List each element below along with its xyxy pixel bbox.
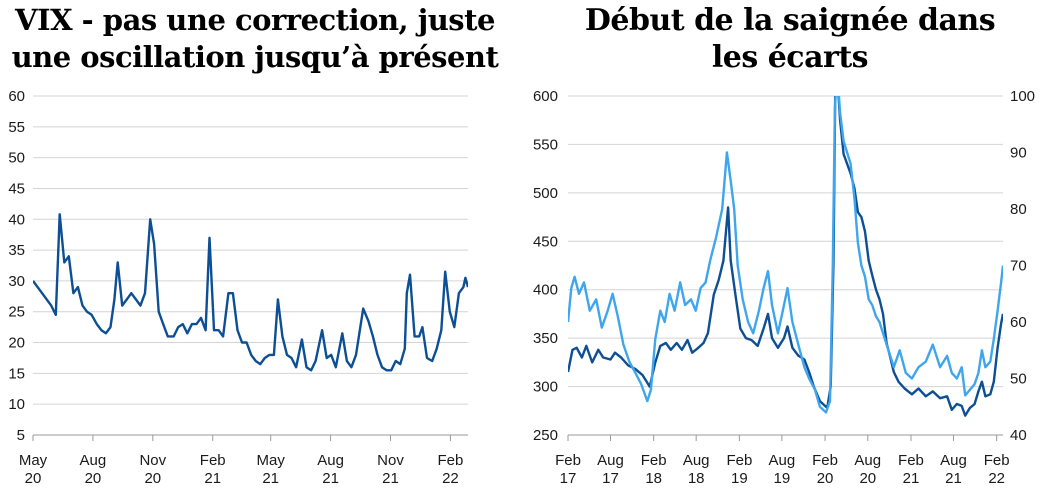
vix-x-tick-label-year: 21 bbox=[382, 470, 399, 487]
spreads-x-tick-label-year: 19 bbox=[731, 470, 748, 487]
vix-x-tick-label-month: Feb bbox=[200, 452, 226, 469]
spreads-y2-tick-label: 80 bbox=[1010, 201, 1027, 218]
vix-x-tick-label-year: 22 bbox=[442, 470, 459, 487]
vix-y-tick-label: 45 bbox=[8, 180, 25, 197]
spreads-x-tick-label-month: Feb bbox=[812, 452, 838, 469]
vix-x-tick-label-month: Nov bbox=[377, 452, 404, 469]
vix-y-tick-label: 25 bbox=[8, 304, 25, 321]
spreads-x-tick-label-month: Feb bbox=[555, 452, 581, 469]
vix-x-tick-label-month: May bbox=[257, 452, 286, 469]
spreads-x-tick-label-month: Aug bbox=[597, 452, 624, 469]
vix-y-tick-label: 55 bbox=[8, 119, 25, 136]
spreads-x-tick-label-month: Feb bbox=[984, 452, 1010, 469]
spreads-y-tick-label: 300 bbox=[533, 379, 558, 396]
spreads-y2-tick-label: 60 bbox=[1010, 314, 1027, 331]
vix-y-tick-label: 50 bbox=[8, 150, 25, 167]
left-chart-title: VIX - pas une correction, juste une osci… bbox=[0, 2, 510, 76]
spreads-x-tick-label-month: Aug bbox=[683, 452, 710, 469]
spreads-y-tick-label: 350 bbox=[533, 330, 558, 347]
vix-y-tick-label: 35 bbox=[8, 242, 25, 259]
right-chart-title-line-1: Début de la saignée dans bbox=[584, 3, 996, 38]
spreads-y2-tick-label: 70 bbox=[1010, 258, 1027, 275]
spreads-x-tick-label-year: 20 bbox=[817, 470, 834, 487]
vix-x-tick-label-month: Nov bbox=[139, 452, 166, 469]
spreads-y-tick-label: 500 bbox=[533, 185, 558, 202]
spreads-y2-tick-label: 50 bbox=[1010, 371, 1027, 388]
left-chart-title-line-1: VIX - pas une correction, juste bbox=[15, 3, 495, 37]
spreads-x-tick-label-year: 21 bbox=[903, 470, 920, 487]
right-chart-title-line-2: les écarts bbox=[711, 40, 869, 75]
spreads-x-tick-label-year: 18 bbox=[645, 470, 662, 487]
vix-y-tick-label: 30 bbox=[8, 273, 25, 290]
spreads-y-tick-label: 400 bbox=[533, 282, 558, 299]
right-chart-title: Début de la saignée dans les écarts bbox=[540, 2, 1040, 76]
vix-x-tick-label-month: May bbox=[19, 452, 48, 469]
spreads-y-tick-label: 600 bbox=[533, 88, 558, 105]
spreads-x-tick-label-year: 17 bbox=[560, 470, 577, 487]
vix-x-tick-label-year: 20 bbox=[144, 470, 161, 487]
vix-y-tick-label: 40 bbox=[8, 211, 25, 228]
spreads-x-tick-label-month: Feb bbox=[898, 452, 924, 469]
vix-y-tick-label: 15 bbox=[8, 365, 25, 382]
spreads-x-tick-label-month: Feb bbox=[726, 452, 752, 469]
vix-y-tick-label: 60 bbox=[8, 88, 25, 105]
spreads-x-tick-label-month: Feb bbox=[641, 452, 667, 469]
spreads-x-tick-label-month: Aug bbox=[769, 452, 796, 469]
spreads-y2-tick-label: 100 bbox=[1010, 88, 1035, 105]
spreads-y-tick-label: 550 bbox=[533, 136, 558, 153]
spreads-x-tick-label-month: Aug bbox=[854, 452, 881, 469]
vix-series-line-1 bbox=[33, 213, 468, 372]
vix-y-tick-label: 10 bbox=[8, 396, 25, 413]
spreads-x-tick-label-year: 19 bbox=[774, 470, 791, 487]
vix-x-tick-label-year: 20 bbox=[25, 470, 42, 487]
spreads-y2-tick-label: 40 bbox=[1010, 427, 1027, 444]
vix-y-tick-label: 20 bbox=[8, 335, 25, 352]
vix-x-tick-label-month: Aug bbox=[80, 452, 107, 469]
spreads-series-line-1 bbox=[568, 96, 1003, 417]
spreads-x-tick-label-year: 22 bbox=[988, 470, 1005, 487]
spreads-series-line-2 bbox=[568, 96, 1003, 414]
vix-x-tick-label-month: Feb bbox=[437, 452, 463, 469]
spreads-x-tick-label-year: 17 bbox=[602, 470, 619, 487]
vix-x-tick-label-year: 21 bbox=[262, 470, 279, 487]
vix-x-tick-label-year: 21 bbox=[322, 470, 339, 487]
spreads-x-tick-label-month: Aug bbox=[940, 452, 967, 469]
vix-x-tick-label-year: 20 bbox=[85, 470, 102, 487]
spreads-x-tick-label-year: 18 bbox=[688, 470, 705, 487]
vix-x-tick-label-month: Aug bbox=[317, 452, 344, 469]
spreads-x-tick-label-year: 21 bbox=[945, 470, 962, 487]
spreads-y-tick-label: 250 bbox=[533, 427, 558, 444]
spreads-y2-tick-label: 90 bbox=[1010, 145, 1027, 162]
vix-x-tick-label-year: 21 bbox=[204, 470, 221, 487]
left-chart-title-line-2: une oscillation jusqu’à présent bbox=[11, 40, 499, 74]
spreads-x-tick-label-year: 20 bbox=[859, 470, 876, 487]
vix-y-tick-label: 5 bbox=[17, 427, 25, 444]
spreads-y-tick-label: 450 bbox=[533, 233, 558, 250]
